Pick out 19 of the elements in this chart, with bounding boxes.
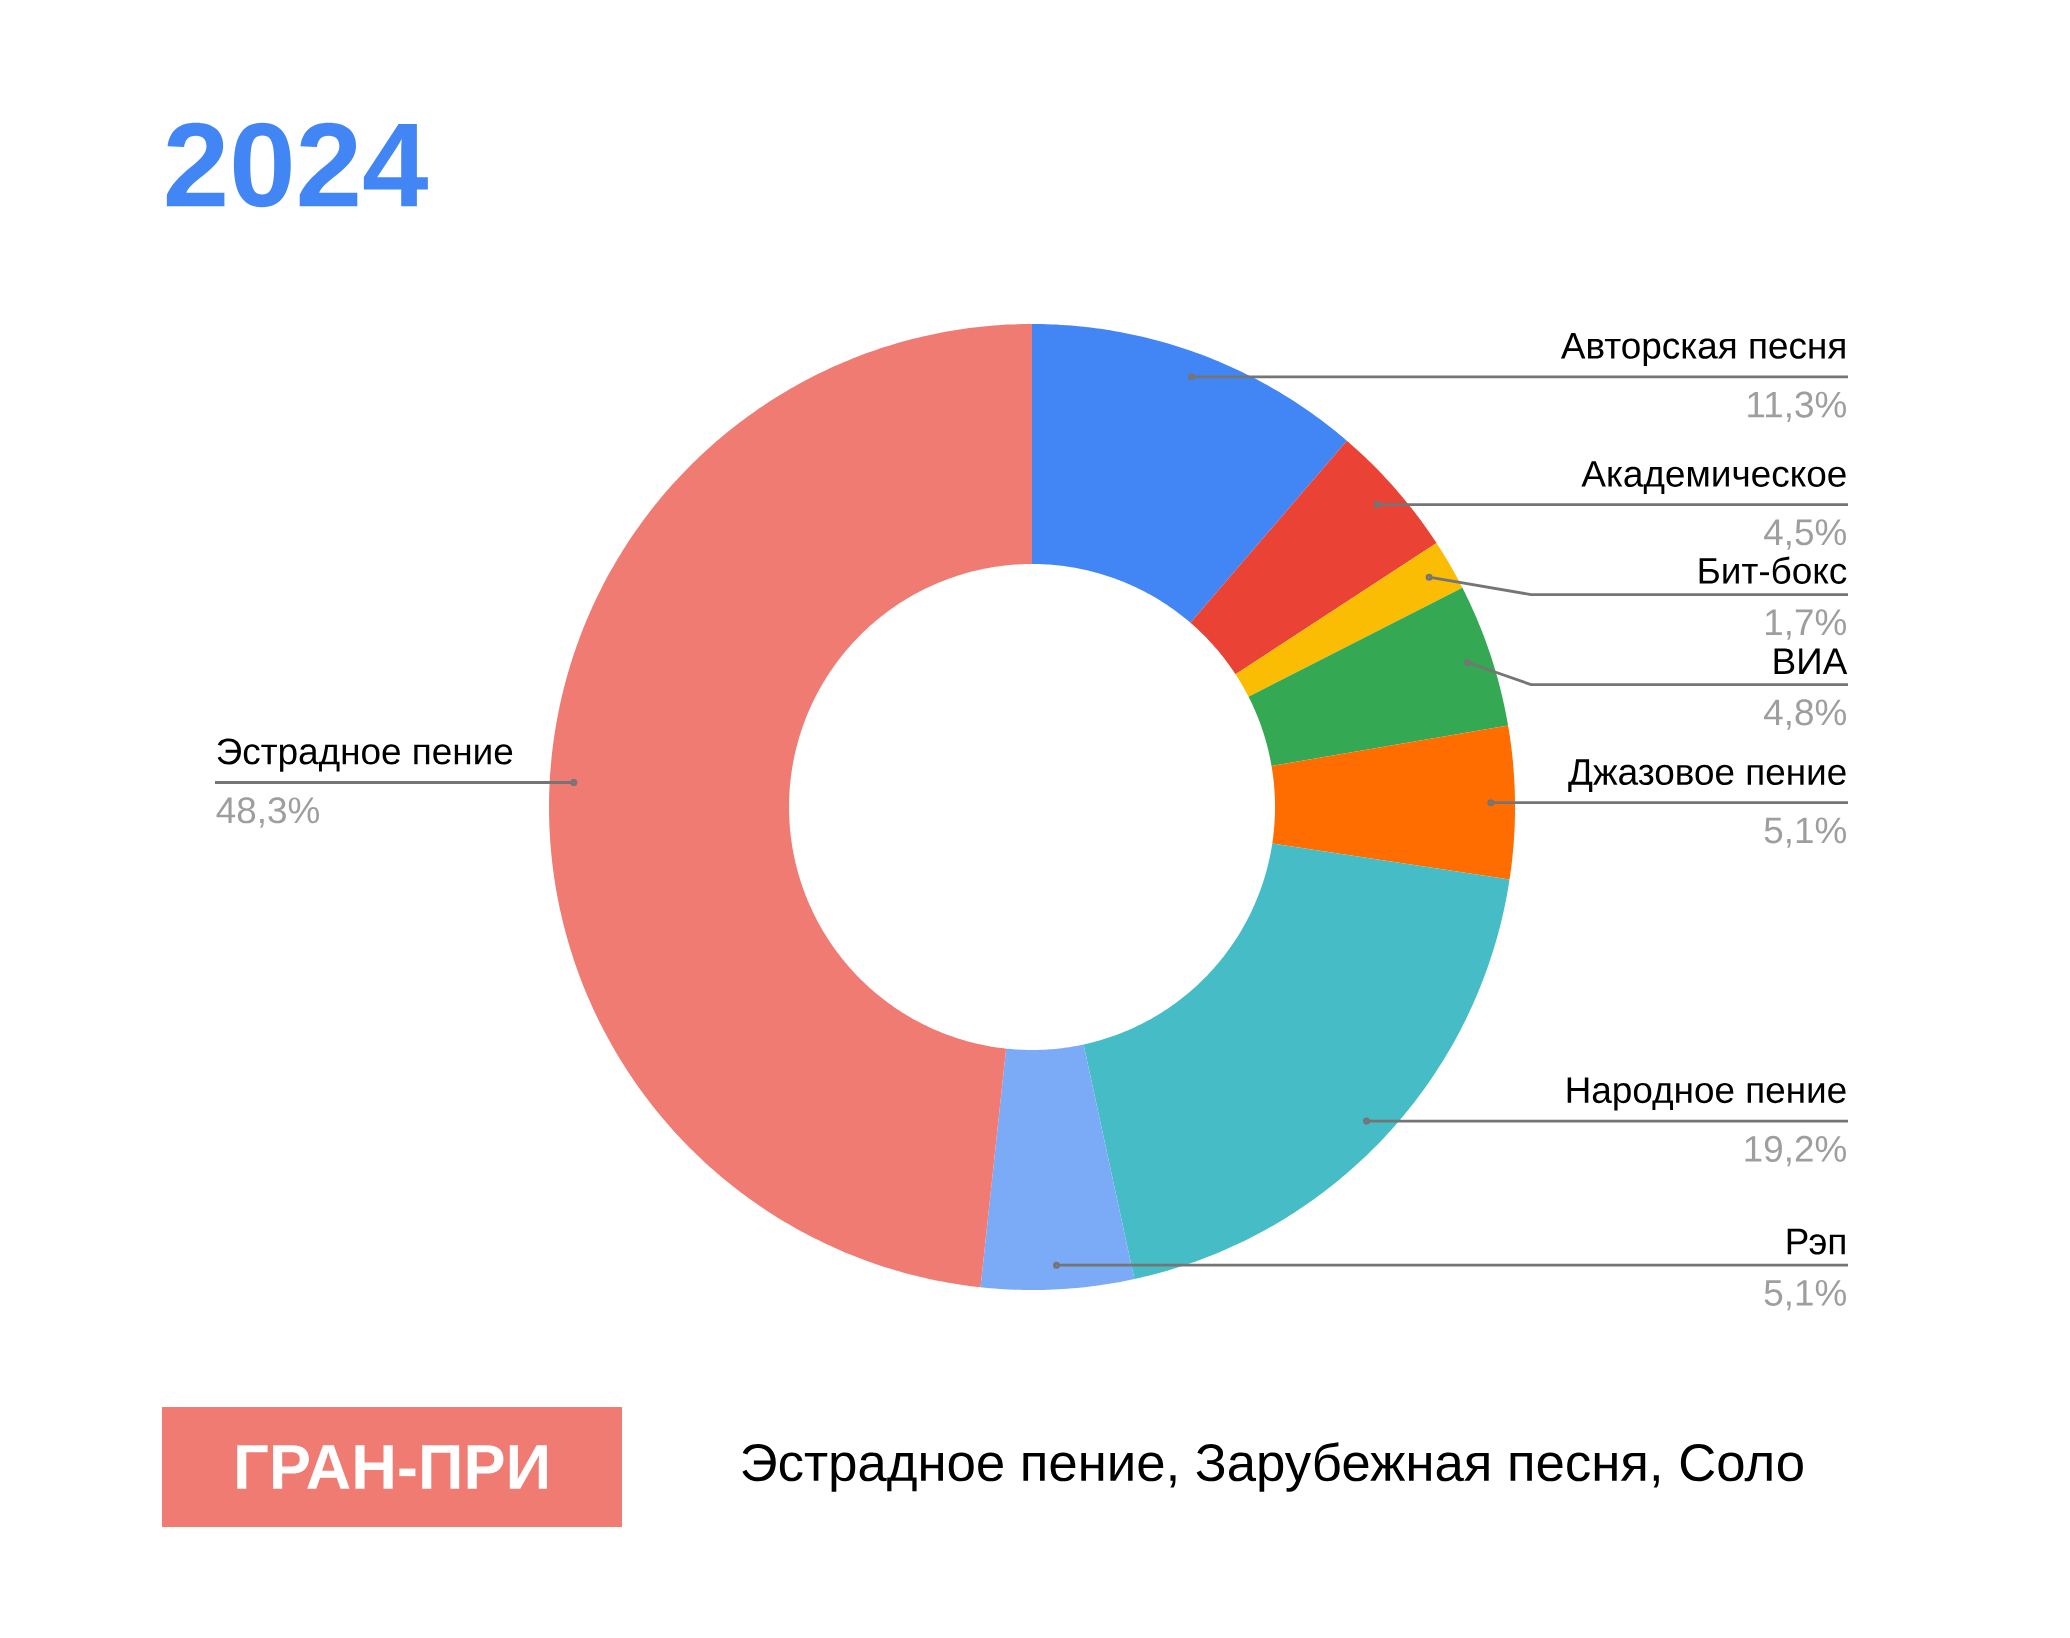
data-label: 5,1% <box>1764 1279 1846 1311</box>
data-label: 5,1% <box>1764 817 1846 848</box>
data-label: 4,8% <box>1764 699 1846 730</box>
data-label: 19,2% <box>1745 1135 1846 1167</box>
data-label: 4,5% <box>1764 519 1846 550</box>
slice-label: Авторская песня <box>1560 333 1845 367</box>
slice-label: Бит-бокс <box>1699 556 1847 584</box>
slice-label: Народное пение <box>1567 1077 1846 1111</box>
slice-label: Джазовое пение <box>1568 759 1846 792</box>
chart-title: 2024 <box>166 122 428 208</box>
slice-label: Академическое <box>1581 461 1846 494</box>
slice-label: ВИА <box>1774 648 1848 674</box>
text: Эстрадное пение, Зарубежная песня, Соло <box>742 1442 1803 1492</box>
slice-label: Рэп <box>1787 1228 1845 1255</box>
data-label: 1,7% <box>1766 609 1846 640</box>
slice-label: Эстрадное пение <box>217 738 513 772</box>
text: ГРАН-ПРИ <box>237 1445 547 1489</box>
data-label: 48,3% <box>216 797 319 828</box>
data-label: 11,3% <box>1748 391 1846 423</box>
